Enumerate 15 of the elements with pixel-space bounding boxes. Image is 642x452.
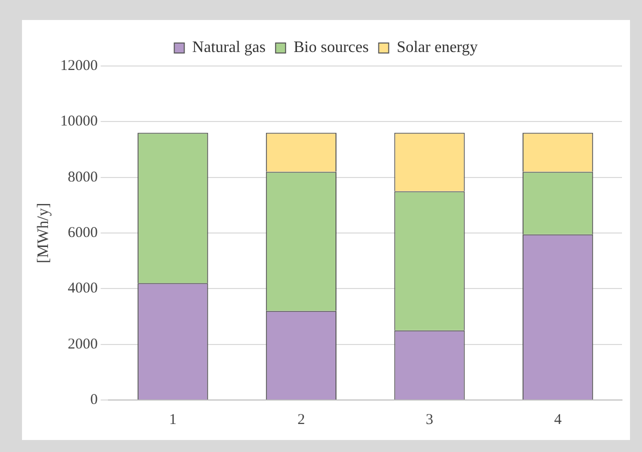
x-tick-label: 4 bbox=[554, 412, 562, 428]
y-tick-label: 2000 bbox=[68, 336, 98, 352]
y-tick-label: 4000 bbox=[68, 280, 98, 297]
legend-label: Bio sources bbox=[294, 39, 369, 56]
y-tick-label: 12000 bbox=[60, 58, 98, 74]
y-axis-title: [MWh/y] bbox=[34, 202, 52, 264]
legend-label: Solar energy bbox=[396, 39, 478, 56]
y-tick-label: 8000 bbox=[68, 169, 98, 186]
x-tick-label: 3 bbox=[426, 412, 434, 428]
y-tick-label: 0 bbox=[90, 392, 98, 408]
y-tick-label: 6000 bbox=[68, 224, 98, 241]
x-tick-label: 2 bbox=[297, 412, 305, 428]
y-tick-label: 10000 bbox=[60, 114, 98, 130]
legend-label: Natural gas bbox=[192, 39, 266, 56]
x-tick-label: 1 bbox=[169, 412, 177, 428]
